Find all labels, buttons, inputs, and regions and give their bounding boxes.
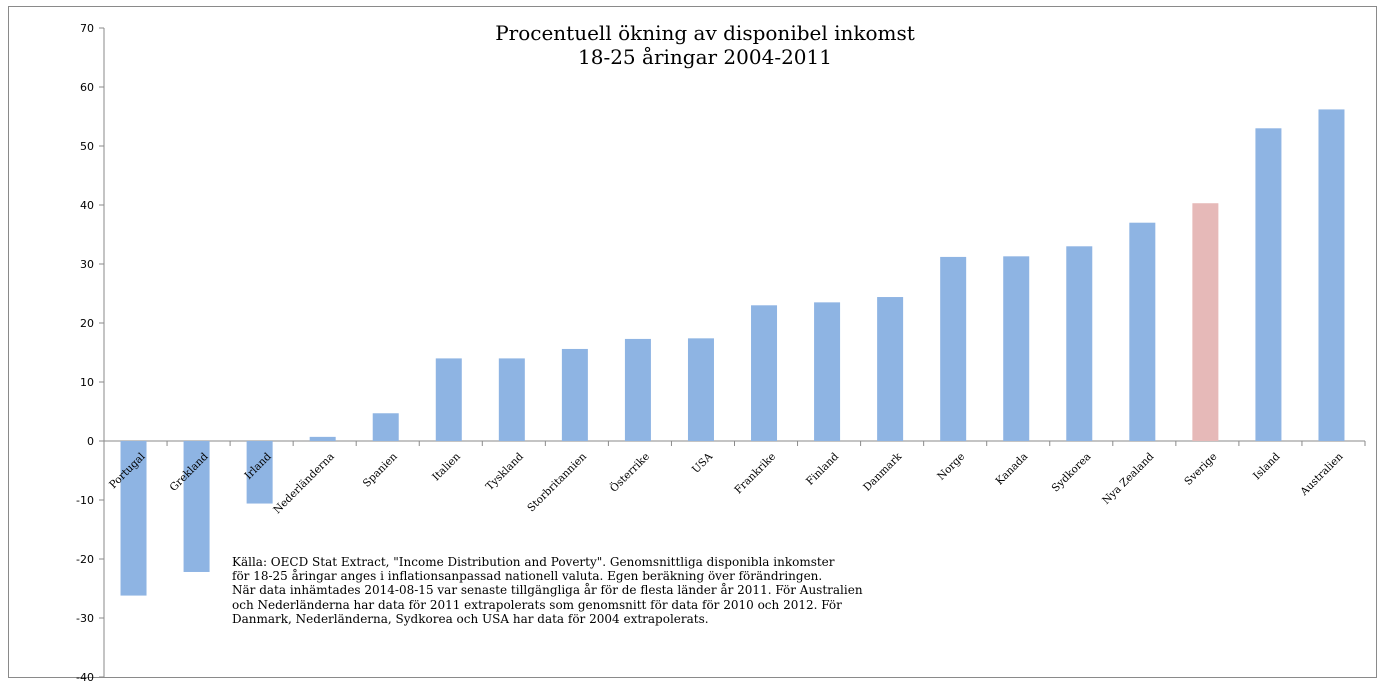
source-note-line: Danmark, Nederländerna, Sydkorea och USA… (232, 612, 932, 626)
chart-title: Procentuell ökning av disponibel inkomst… (495, 21, 915, 69)
x-tick-label: Italien (430, 450, 463, 483)
bar (373, 413, 399, 441)
y-tick-label: 70 (80, 22, 94, 35)
x-tick-label: Storbritannien (525, 450, 589, 514)
chart-title-line-1: Procentuell ökning av disponibel inkomst (495, 21, 915, 45)
bar (1129, 223, 1155, 441)
y-tick-label: 50 (80, 140, 94, 153)
x-tick-label: Nederländerna (271, 451, 337, 517)
bar (499, 358, 525, 441)
bars (121, 109, 1345, 595)
bar (1066, 246, 1092, 441)
x-tick-label: Island (1251, 450, 1283, 482)
x-tick-label: Österrike (607, 449, 653, 495)
bar (1255, 128, 1281, 441)
bar (1003, 256, 1029, 441)
y-tick-label: 60 (80, 81, 94, 94)
x-tick-label: Sverige (1182, 451, 1219, 488)
y-tick-label: -40 (76, 671, 94, 682)
x-tick-label: Tyskland (484, 450, 526, 492)
source-note: Källa: OECD Stat Extract, "Income Distri… (232, 555, 932, 626)
y-tick-label: 10 (80, 376, 94, 389)
bar (436, 358, 462, 441)
bar (814, 302, 840, 441)
bar (688, 338, 714, 441)
x-tick-label: Finland (804, 450, 841, 487)
x-tick-label: Danmark (861, 450, 905, 494)
source-note-line: och Nederländerna har data för 2011 extr… (232, 598, 932, 612)
x-tick-label: Norge (935, 451, 967, 483)
y-tick-label: 30 (80, 258, 94, 271)
y-tick-label: 0 (87, 435, 94, 448)
x-tick-label: Spanien (361, 450, 400, 489)
bar (310, 437, 336, 441)
x-tick-label: Nya Zealand (1100, 450, 1156, 506)
bar (625, 339, 651, 441)
y-tick-label: 20 (80, 317, 94, 330)
bar (562, 349, 588, 441)
bar (940, 257, 966, 441)
chart-title-line-2: 18-25 åringar 2004-2011 (578, 45, 832, 69)
bar (751, 305, 777, 441)
source-note-line: När data inhämtades 2014-08-15 var senas… (232, 583, 932, 597)
bar (1192, 203, 1218, 441)
x-tick-label: Sydkorea (1050, 451, 1094, 495)
source-note-line: Källa: OECD Stat Extract, "Income Distri… (232, 555, 932, 569)
y-tick-label: -20 (76, 553, 94, 566)
x-tick-label: USA (690, 450, 715, 475)
bar (877, 297, 903, 441)
y-tick-label: -10 (76, 494, 94, 507)
bar (1318, 109, 1344, 441)
x-tick-label: Australien (1298, 450, 1346, 498)
x-tick-label: Kanada (993, 451, 1030, 488)
source-note-line: för 18-25 åringar anges i inflationsanpa… (232, 569, 932, 583)
x-tick-label: Frankrike (732, 451, 778, 497)
y-tick-label: -30 (76, 612, 94, 625)
y-tick-label: 40 (80, 199, 94, 212)
